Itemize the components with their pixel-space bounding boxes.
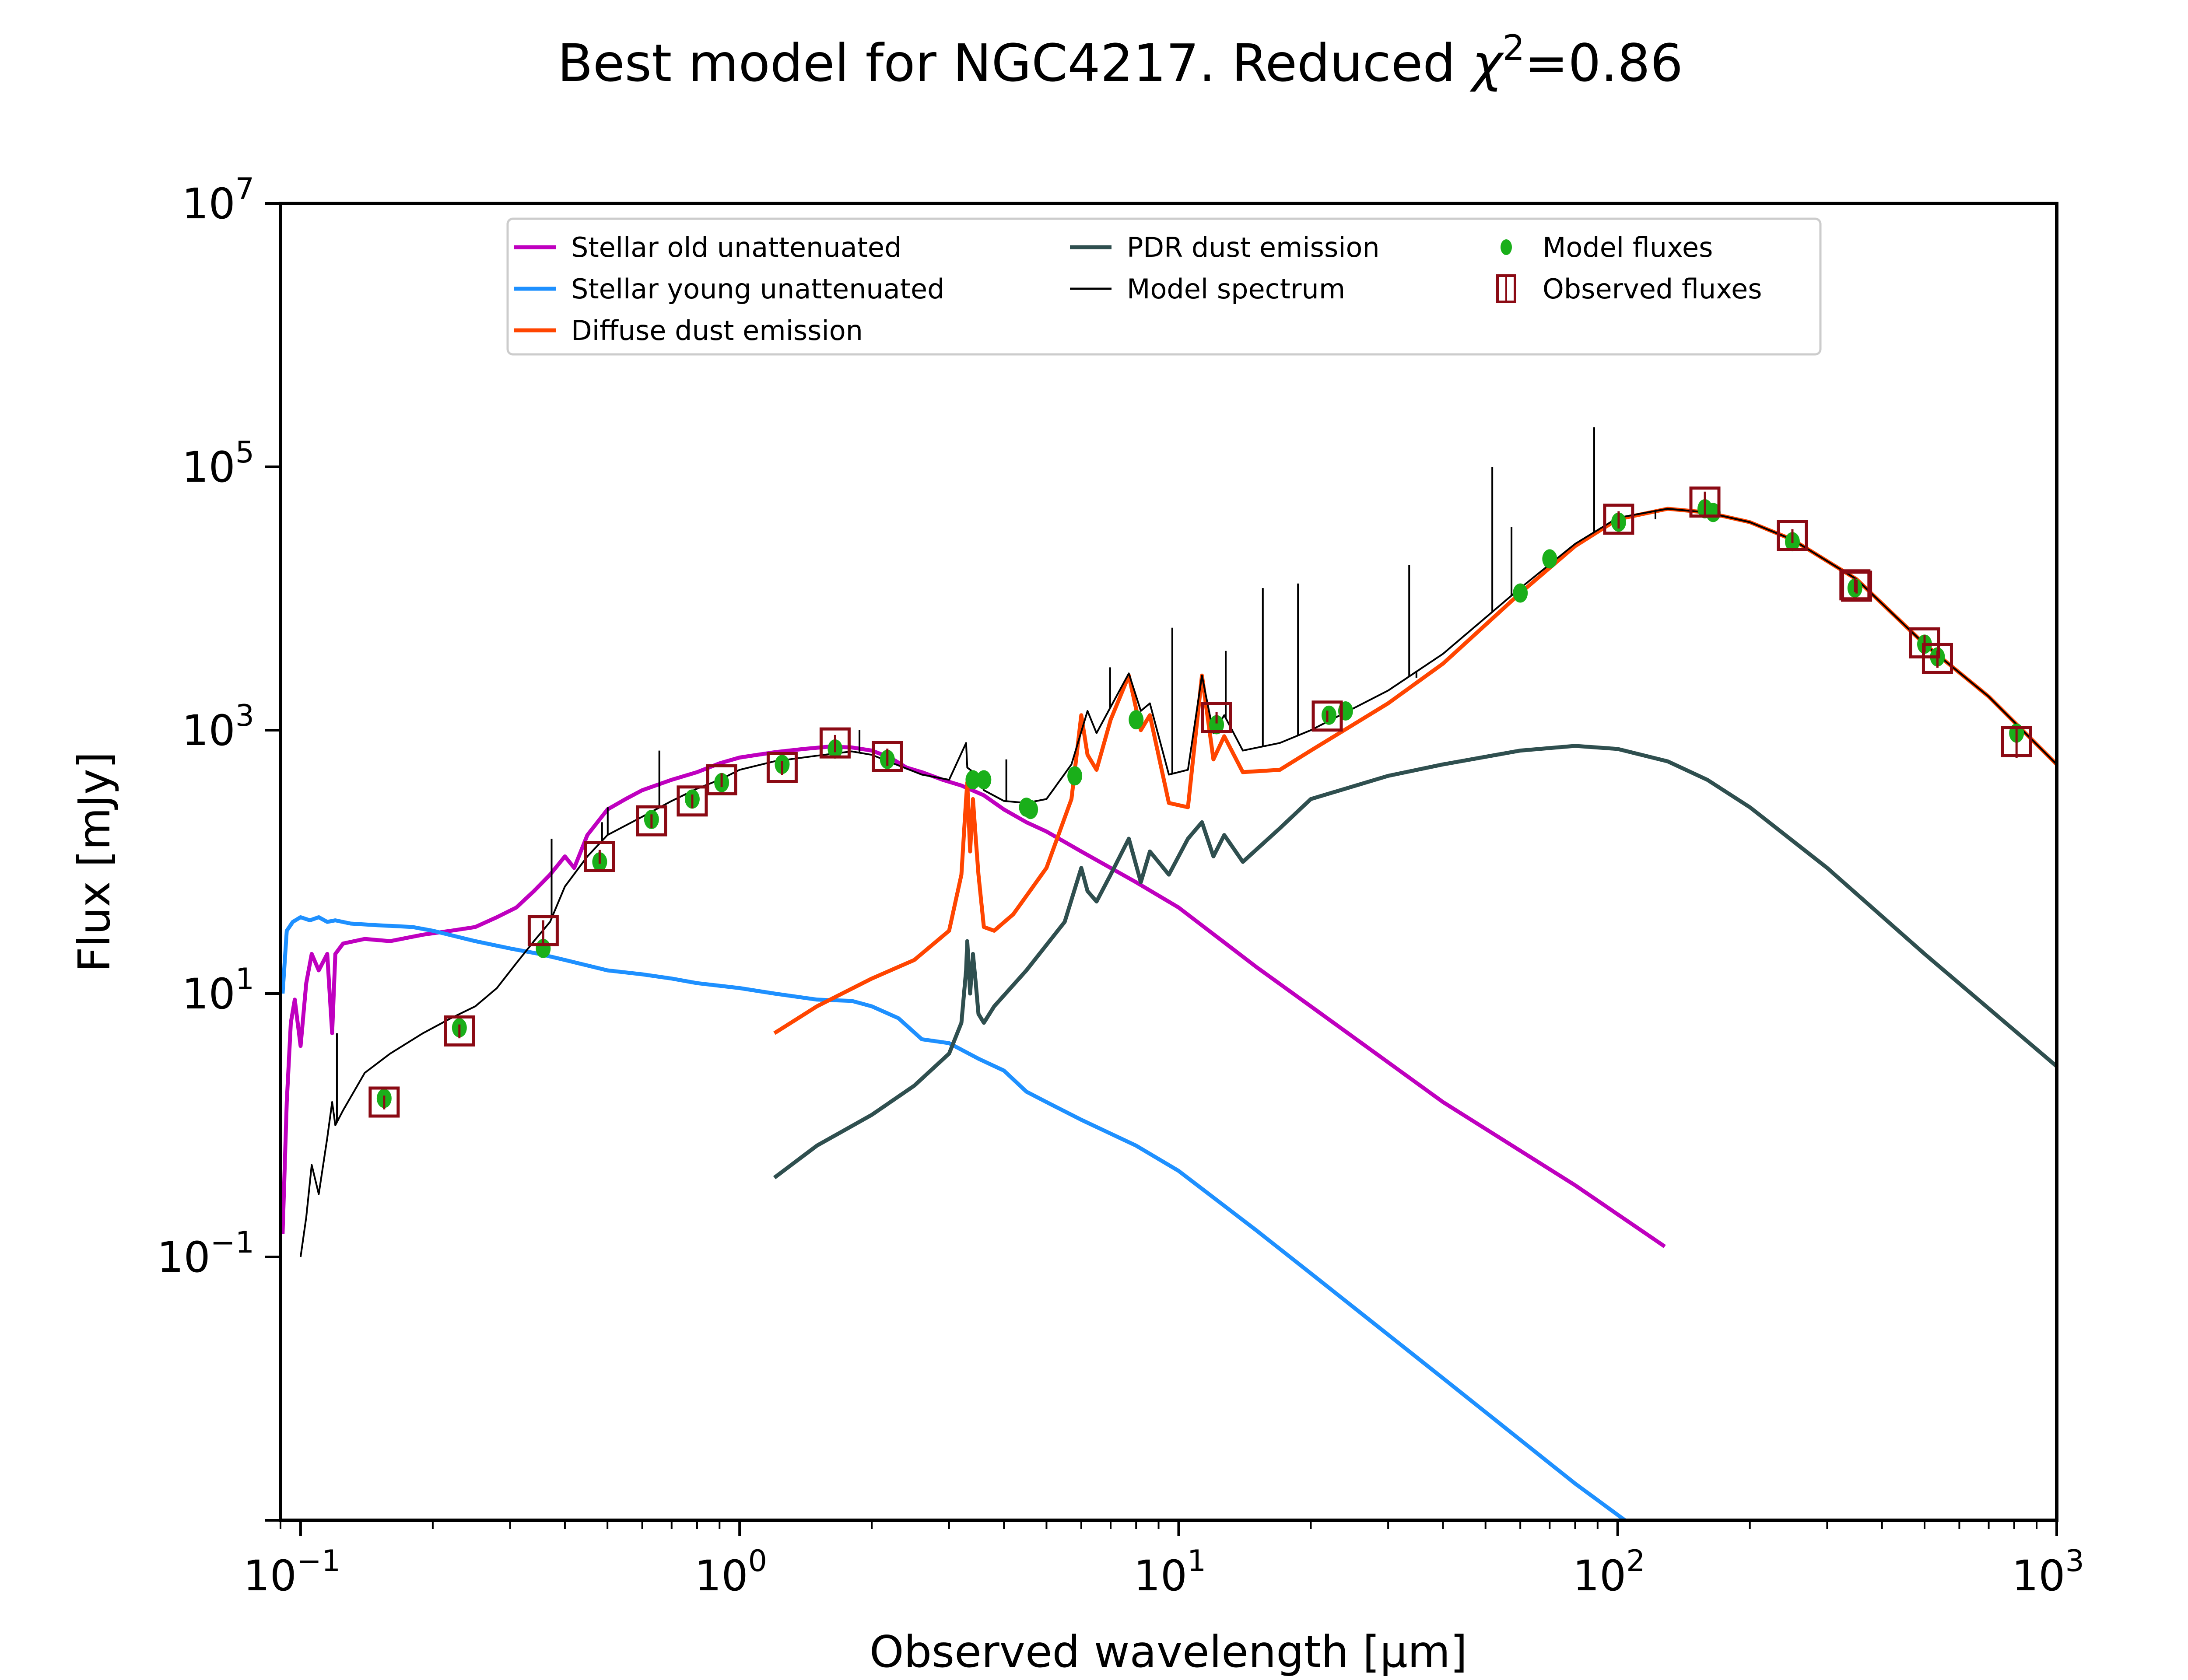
model-flux-point [1513, 583, 1528, 603]
x-tick-label: 10−1 [243, 1544, 340, 1600]
legend-label: Observed fluxes [1543, 273, 1762, 305]
observed-flux-point [444, 1015, 475, 1046]
observed-flux-point [677, 785, 708, 817]
x-tick-label: 103 [2012, 1544, 2084, 1600]
observed-flux-point [766, 752, 798, 783]
chart-title: Best model for NGC4217. Reduced χ2=0.86 [558, 28, 1683, 93]
model-flux-point [1067, 766, 1083, 786]
model-flux-point [1321, 705, 1336, 725]
legend-label: Stellar old unattenuated [571, 231, 901, 263]
legend-label: Model spectrum [1127, 273, 1345, 305]
legend-label: Diffuse dust emission [571, 315, 863, 346]
model-flux-point [965, 770, 981, 790]
y-tick-label: 107 [182, 172, 254, 228]
observed-flux-point [1922, 643, 1953, 674]
observed-flux-point [1841, 570, 1872, 602]
observed-flux-point [368, 1086, 400, 1118]
y-axis: 10−1 101 103 105 107 [157, 172, 281, 1522]
model-flux-point [1542, 549, 1557, 569]
observed-flux-point [1311, 700, 1343, 732]
legend-label: PDR dust emission [1127, 231, 1380, 263]
legend-label: Stellar young unattenuated [571, 273, 944, 305]
observed-flux-point [819, 727, 851, 759]
legend-item: Stellar young unattenuated [514, 273, 944, 305]
y-tick-label: 10−1 [157, 1225, 254, 1282]
series-line-pdr-dust-emission [773, 744, 2057, 1180]
series-line-model-spectrum [299, 508, 2057, 1257]
model-flux-point [1209, 715, 1224, 735]
x-tick-label: 101 [1134, 1544, 1206, 1600]
x-tick-label: 102 [1573, 1544, 1645, 1600]
legend-swatch [1501, 239, 1512, 255]
y-axis-label: Flux [mJy] [69, 752, 120, 972]
svg-text:Best model for NGC4217. Reduce: Best model for NGC4217. Reduced χ2=0.86 [558, 28, 1683, 93]
model-flux-point [976, 770, 992, 790]
series-layer [281, 427, 2057, 1520]
y-tick-label: 103 [182, 699, 254, 755]
legend-label: Model fluxes [1543, 231, 1713, 263]
observed-flux-point [706, 764, 737, 795]
y-tick-label: 105 [182, 435, 254, 492]
legend-box [506, 217, 1822, 356]
observed-flux-point [1689, 486, 1721, 518]
series-line-stellar-old-unattenuated [281, 745, 1666, 1248]
observed-flux-point [1201, 702, 1232, 733]
legend-item: Model spectrum [1070, 273, 1345, 305]
x-axis-label: Observed wavelength [μm] [870, 1626, 1467, 1677]
markers-layer [368, 486, 2032, 1118]
observed-flux-point [636, 805, 667, 836]
legend-item: Observed fluxes [1496, 273, 1762, 305]
legend-item: PDR dust emission [1070, 231, 1380, 263]
chart-title-sup: 2 [1503, 28, 1525, 68]
chart-title-chi: χ [1469, 33, 1504, 93]
y-tick-label: 101 [182, 962, 254, 1018]
legend-item: Diffuse dust emission [514, 315, 863, 346]
observed-flux-point [872, 741, 903, 772]
observed-flux-point [1603, 504, 1634, 535]
x-tick-label: 100 [694, 1544, 767, 1600]
observed-flux-point [584, 841, 615, 872]
axes-frame [279, 202, 2058, 1522]
series-line-stellar-young-unattenuated [281, 915, 1629, 1520]
observed-flux-point [1777, 520, 1808, 551]
legend-item: Stellar old unattenuated [514, 231, 901, 263]
legend-item: Model fluxes [1501, 231, 1713, 263]
chart-title-value: =0.86 [1525, 33, 1683, 93]
chart-title-main: Best model for NGC4217. Reduced [558, 33, 1472, 93]
model-flux-point [1023, 800, 1038, 819]
observed-flux-point [527, 915, 559, 946]
legend: Stellar old unattenuated Stellar young un… [506, 217, 1822, 356]
model-flux-point [1129, 710, 1144, 730]
x-axis: 10−1 100 101 102 103 [243, 1520, 2084, 1600]
